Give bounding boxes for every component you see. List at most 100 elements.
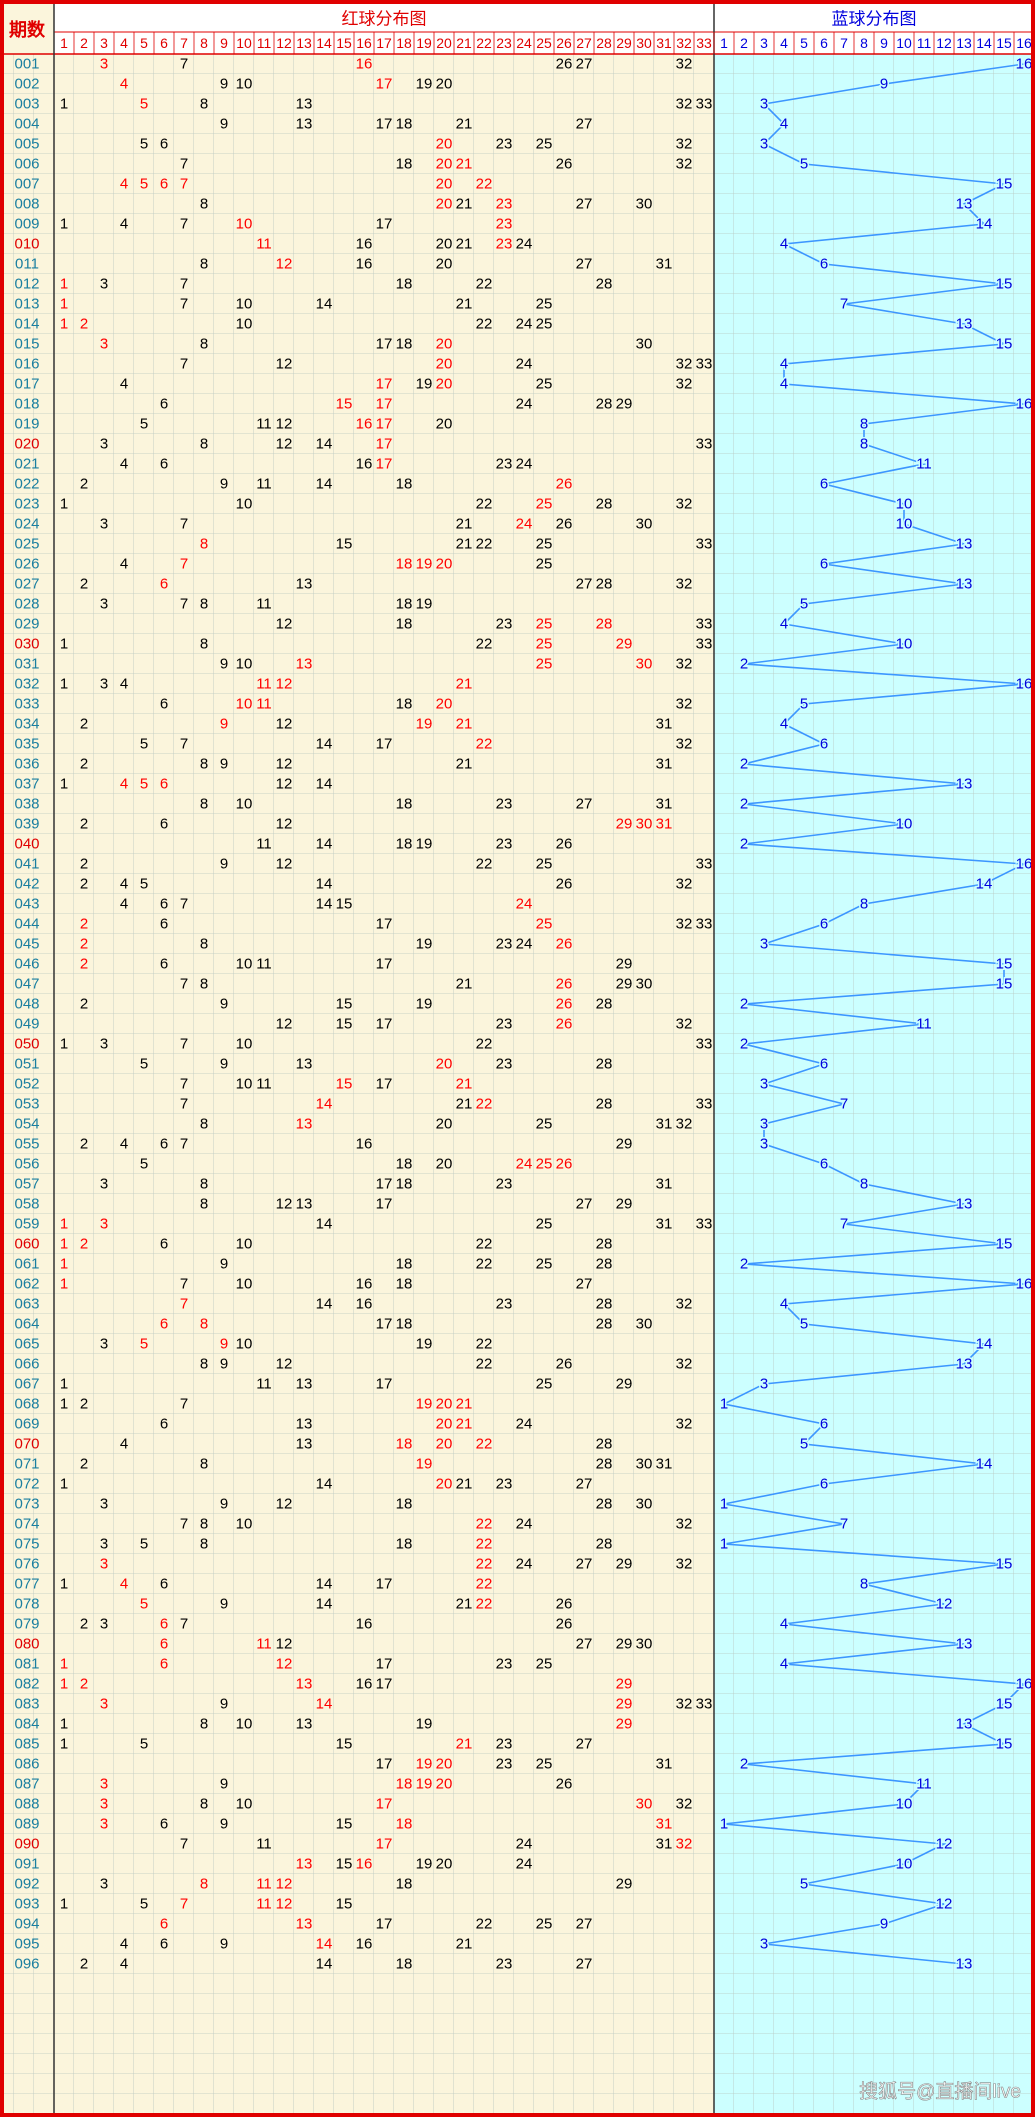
red-column-label: 14	[316, 35, 332, 51]
blue-ball: 13	[956, 1716, 973, 1733]
red-ball: 25	[536, 376, 553, 393]
period: 096	[14, 1956, 39, 1973]
red-ball: 1	[60, 1736, 68, 1753]
red-ball: 24	[516, 396, 533, 413]
red-ball: 12	[276, 756, 293, 773]
red-ball: 13	[296, 1916, 313, 1933]
red-ball: 5	[140, 176, 148, 193]
red-ball: 1	[60, 676, 68, 693]
red-ball: 14	[316, 296, 333, 313]
red-ball: 32	[676, 1116, 693, 1133]
period: 082	[14, 1676, 39, 1693]
red-ball: 21	[456, 1416, 473, 1433]
red-ball: 9	[220, 1936, 228, 1953]
red-ball: 20	[436, 136, 453, 153]
red-ball: 1	[60, 1396, 68, 1413]
red-ball: 7	[180, 1136, 188, 1153]
blue-ball: 6	[820, 916, 828, 933]
red-ball: 12	[276, 1656, 293, 1673]
red-ball: 17	[376, 76, 393, 93]
red-ball: 24	[516, 356, 533, 373]
red-ball: 33	[696, 636, 713, 653]
red-ball: 13	[296, 1196, 313, 1213]
red-ball: 3	[100, 1776, 108, 1793]
blue-ball: 16	[1016, 856, 1033, 873]
red-ball: 5	[140, 1536, 148, 1553]
red-ball: 18	[396, 116, 413, 133]
grid	[0, 54, 1035, 2117]
red-ball: 11	[256, 1876, 272, 1893]
red-ball: 15	[336, 1016, 353, 1033]
red-ball: 8	[200, 1316, 208, 1333]
blue-ball: 1	[720, 1396, 728, 1413]
red-ball: 15	[336, 896, 353, 913]
red-ball: 16	[356, 416, 373, 433]
period: 041	[14, 856, 39, 873]
blue-ball: 10	[896, 816, 913, 833]
red-ball: 4	[120, 1576, 128, 1593]
red-ball: 25	[536, 656, 553, 673]
red-ball: 22	[476, 1556, 493, 1573]
blue-ball: 3	[760, 1376, 768, 1393]
red-ball: 26	[556, 876, 573, 893]
red-ball: 22	[476, 536, 493, 553]
red-ball: 22	[476, 1576, 493, 1593]
period: 062	[14, 1276, 39, 1293]
red-ball: 33	[696, 536, 713, 553]
red-column-label: 18	[396, 35, 412, 51]
red-ball: 23	[496, 236, 513, 253]
red-ball: 9	[220, 856, 228, 873]
red-ball: 2	[80, 1136, 88, 1153]
red-ball: 17	[376, 216, 393, 233]
red-ball: 30	[636, 1456, 653, 1473]
period: 070	[14, 1436, 39, 1453]
red-ball: 25	[536, 636, 553, 653]
red-ball: 6	[160, 816, 168, 833]
red-ball: 3	[100, 436, 108, 453]
red-ball: 21	[456, 156, 473, 173]
blue-ball: 15	[996, 276, 1013, 293]
red-ball: 18	[396, 836, 413, 853]
red-ball: 8	[200, 1196, 208, 1213]
red-ball: 7	[180, 976, 188, 993]
red-column-label: 8	[200, 35, 208, 51]
red-ball: 23	[496, 1656, 513, 1673]
red-ball: 27	[576, 196, 593, 213]
red-ball: 32	[676, 1296, 693, 1313]
red-ball: 1	[60, 1656, 68, 1673]
red-ball: 20	[436, 1476, 453, 1493]
blue-column-label: 5	[800, 35, 808, 51]
red-ball: 20	[436, 256, 453, 273]
red-ball: 17	[376, 396, 393, 413]
red-ball: 6	[160, 1136, 168, 1153]
red-ball: 22	[476, 736, 493, 753]
red-ball: 22	[476, 1536, 493, 1553]
red-ball: 32	[676, 916, 693, 933]
period: 007	[14, 176, 39, 193]
red-ball: 7	[180, 556, 188, 573]
red-ball: 23	[496, 796, 513, 813]
red-ball: 21	[456, 756, 473, 773]
red-ball: 15	[336, 1076, 353, 1093]
red-ball: 11	[256, 1836, 272, 1853]
red-ball: 8	[200, 96, 208, 113]
red-ball: 27	[576, 1476, 593, 1493]
red-ball: 21	[456, 1396, 473, 1413]
blue-ball: 13	[956, 1636, 973, 1653]
red-ball: 2	[80, 756, 88, 773]
red-ball: 33	[696, 616, 713, 633]
period: 002	[14, 76, 39, 93]
red-ball: 2	[80, 1456, 88, 1473]
red-ball: 10	[236, 76, 253, 93]
blue-trend-line	[721, 63, 1027, 1965]
red-ball: 28	[596, 1236, 613, 1253]
period: 073	[14, 1496, 39, 1513]
red-ball: 1	[60, 1896, 68, 1913]
red-ball: 22	[476, 176, 493, 193]
red-ball: 10	[236, 216, 253, 233]
red-ball: 1	[60, 216, 68, 233]
red-ball: 28	[596, 1096, 613, 1113]
red-ball: 10	[236, 1516, 253, 1533]
red-ball: 23	[496, 1476, 513, 1493]
red-ball: 21	[456, 1736, 473, 1753]
